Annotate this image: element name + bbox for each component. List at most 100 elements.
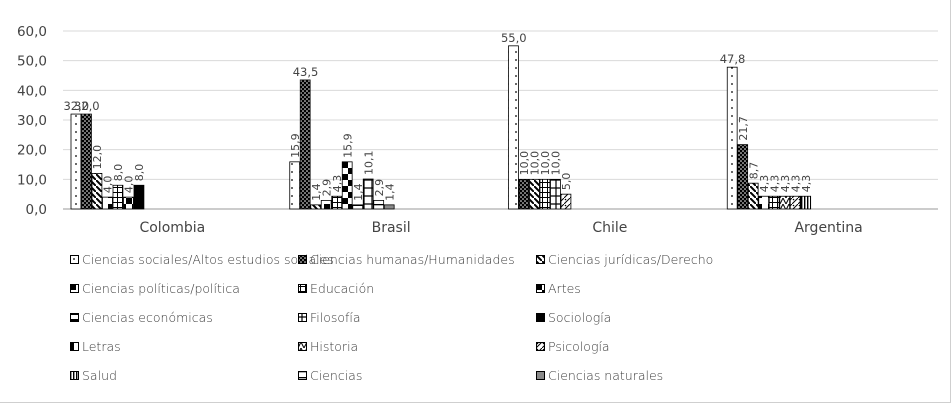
bar-value-label: 2,9 (373, 179, 386, 197)
bar-value-label: 8,0 (133, 164, 146, 182)
legend-swatch (298, 284, 307, 293)
bar (518, 178, 530, 210)
bar-value-label: 10,0 (529, 151, 542, 176)
bar-value-label: 10,1 (363, 151, 376, 176)
bar (102, 196, 113, 210)
bar-value-label: 15,9 (342, 133, 355, 158)
x-tick-label: Brasil (372, 220, 411, 236)
bar (373, 199, 385, 210)
legend-label: Ciencias jurídicas/Derecho (548, 252, 714, 267)
legend-label: Educación (310, 281, 375, 296)
bar-value-label: 8,0 (112, 164, 125, 182)
y-tick-label: 20,0 (17, 143, 47, 159)
bar (310, 204, 322, 210)
legend-swatch (70, 255, 79, 264)
legend-swatch (298, 313, 307, 322)
legend-label: Ciencias económicas (82, 310, 213, 325)
legend-swatch (70, 342, 79, 351)
bar-value-label: 1,4 (310, 183, 323, 201)
bar-value-label: 47,8 (720, 52, 746, 66)
legend-item: Sociología (536, 310, 611, 325)
bar (70, 113, 82, 210)
bar-value-label: 8,7 (748, 162, 761, 180)
legend-item: Salud (70, 368, 117, 383)
legend-item: Ciencias naturales (536, 368, 663, 383)
x-tick-label: Argentina (794, 220, 862, 236)
legend-item: Educación (298, 281, 374, 296)
legend-swatch (536, 342, 545, 351)
bar-value-label: 4,0 (123, 176, 136, 194)
bar (91, 172, 103, 210)
bar (123, 196, 134, 210)
legend-label: Artes (548, 281, 581, 296)
legend-label: Sociología (548, 310, 612, 325)
bar (341, 161, 353, 210)
bar (320, 199, 332, 210)
bar-value-label: 4,0 (102, 176, 115, 194)
legend-swatch (536, 371, 545, 380)
legend-swatch (536, 284, 545, 293)
legend-swatch (298, 342, 307, 351)
bar (352, 204, 364, 210)
legend-label: Salud (82, 368, 117, 383)
legend-label: Filosofía (310, 310, 361, 325)
legend-item: Ciencias políticas/política (70, 281, 240, 296)
y-tick-label: 60,0 (17, 24, 47, 40)
legend-item: Artes (536, 281, 581, 296)
bar-value-label: 1,4 (384, 183, 397, 201)
bar-value-label: 4,3 (758, 175, 771, 193)
bar-value-label: 43,5 (293, 65, 319, 79)
legend-item: Letras (70, 339, 121, 354)
bar (331, 195, 343, 210)
legend-label: Ciencias humanas/Humanidades (310, 252, 515, 267)
legend-label: Ciencias sociales/Altos estudios sociale… (82, 252, 334, 267)
y-tick-label: 30,0 (17, 113, 47, 129)
bar (747, 182, 759, 210)
bar (737, 144, 749, 210)
bar (550, 178, 561, 210)
bar-value-label: 10,0 (539, 151, 552, 176)
bar-value-label: 32,0 (63, 99, 89, 113)
legend-swatch (70, 313, 79, 322)
bar (508, 45, 519, 210)
x-tick-label: Chile (592, 220, 627, 236)
bar-value-label: 55,0 (501, 31, 527, 45)
legend-label: Psicología (548, 339, 610, 354)
legend-item: Ciencias jurídicas/Derecho (536, 252, 713, 267)
bar (779, 195, 791, 210)
bar-value-label: 4,3 (779, 175, 792, 193)
y-tick-label: 0,0 (26, 202, 47, 218)
bar-value-label: 1,4 (352, 183, 365, 201)
legend-swatch (70, 284, 79, 293)
bar-value-label: 4,3 (331, 175, 344, 193)
bar-labels: 32,032,012,04,08,04,08,015,943,51,42,94,… (63, 31, 813, 201)
y-axis: 0,0 10,0 20,0 30,0 40,0 50,0 60,0 (17, 24, 47, 218)
bar-value-label: 21,7 (737, 116, 750, 141)
bar (383, 204, 395, 210)
bar (529, 178, 540, 210)
legend-label: Ciencias (310, 368, 363, 383)
bar-value-label: 15,9 (289, 133, 302, 158)
bar (299, 79, 311, 210)
bars (70, 45, 812, 210)
bar-value-label: 5,0 (560, 173, 573, 191)
y-tick-label: 50,0 (17, 54, 47, 70)
legend-label: Letras (82, 339, 121, 354)
legend-item: Historia (298, 339, 358, 354)
legend-item: Ciencias (298, 368, 362, 383)
legend-swatch (70, 371, 79, 380)
bar (112, 184, 124, 210)
legend-swatch (298, 255, 307, 264)
legend-item: Ciencias sociales/Altos estudios sociale… (70, 252, 334, 267)
legend-label: Ciencias políticas/política (82, 281, 240, 296)
bar-value-label: 32,0 (74, 99, 100, 113)
bar-value-label: 10,0 (550, 151, 563, 176)
legend-swatch (536, 255, 545, 264)
bar-value-label: 4,3 (800, 175, 813, 193)
x-axis: Colombia Brasil Chile Argentina (139, 220, 862, 236)
legend-swatch (536, 313, 545, 322)
legend-item: Ciencias económicas (70, 310, 213, 325)
gridlines (63, 30, 938, 210)
bar-value-label: 4,3 (769, 175, 782, 193)
